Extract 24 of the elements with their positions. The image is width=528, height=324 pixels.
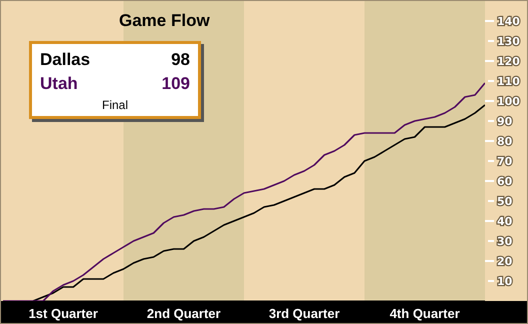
x-tick-label: 4th Quarter <box>390 306 460 322</box>
y-tick-label: 100 <box>497 95 520 108</box>
x-tick-label: 2nd Quarter <box>146 306 221 322</box>
y-tick-label: 60 <box>497 175 513 188</box>
annotation: Final <box>100 98 129 112</box>
y-tick-label: 30 <box>497 235 513 248</box>
y-tick-label: 10 <box>497 275 513 288</box>
y-tick-label: 40 <box>497 215 513 228</box>
x-tick-label: 1st Quarter <box>28 306 98 322</box>
y-tick-label: 70 <box>497 155 513 168</box>
y-tick-label: 90 <box>497 115 513 128</box>
text: Dallas <box>40 49 90 71</box>
annotation: 109 <box>162 73 190 95</box>
y-tick-label: 130 <box>497 35 520 48</box>
annotation: 98 <box>171 49 190 71</box>
y-tick-label: 110 <box>497 75 520 88</box>
y-tick-label: 120 <box>497 55 520 68</box>
text: Utah <box>40 73 78 95</box>
x-tick-label: 3rd Quarter <box>268 306 340 322</box>
y-tick-label: 140 <box>497 15 520 28</box>
y-tick-label: 20 <box>497 255 513 268</box>
y-tick-label: 50 <box>497 195 513 208</box>
text: Game Flow <box>119 11 210 31</box>
y-tick-label: 80 <box>497 135 513 148</box>
